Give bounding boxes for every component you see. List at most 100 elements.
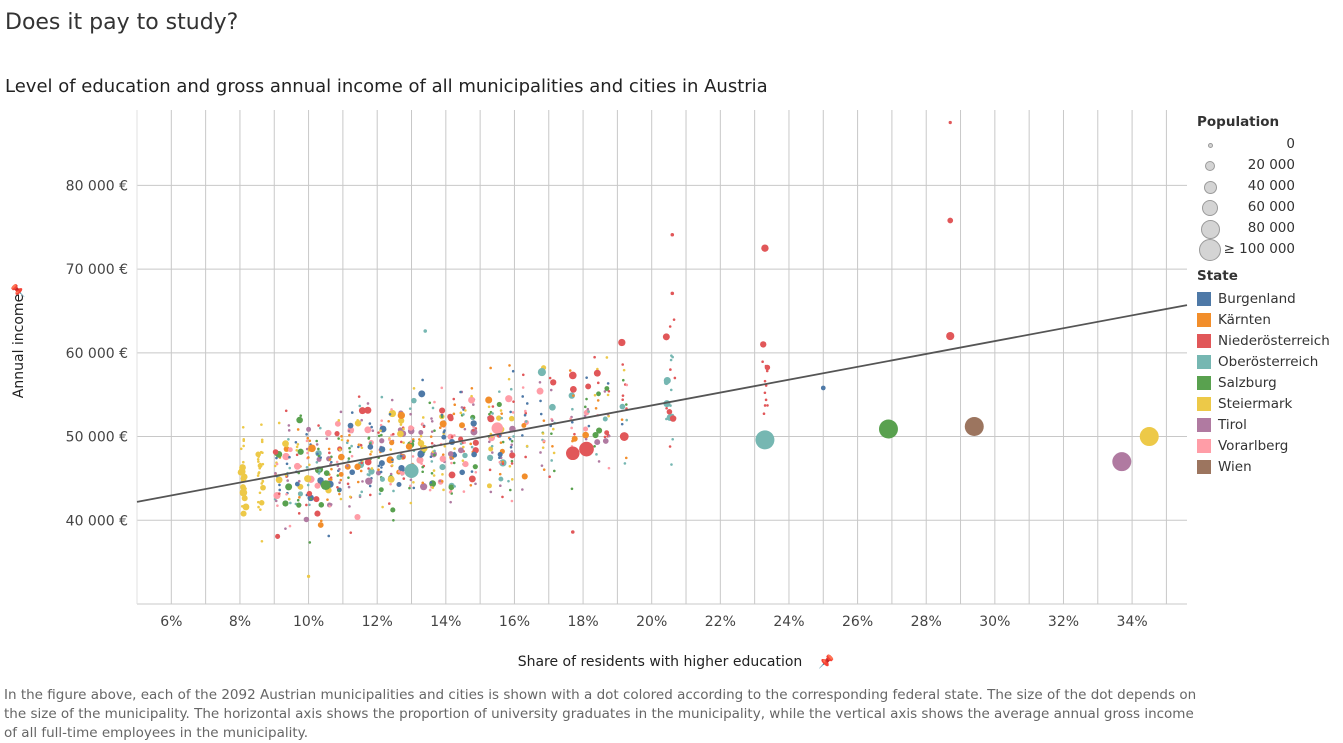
data-point[interactable] <box>602 438 609 444</box>
data-point[interactable] <box>606 382 610 385</box>
data-point[interactable] <box>260 539 264 543</box>
data-point[interactable] <box>387 419 390 423</box>
data-point[interactable] <box>340 435 343 438</box>
data-point[interactable] <box>338 453 345 461</box>
data-point[interactable] <box>387 475 395 483</box>
data-point[interactable] <box>550 432 553 435</box>
data-point[interactable] <box>240 484 246 490</box>
data-point[interactable] <box>397 470 401 473</box>
data-point[interactable] <box>294 440 298 444</box>
data-point[interactable] <box>345 441 349 445</box>
data-point[interactable] <box>593 355 596 359</box>
data-point[interactable] <box>449 500 452 504</box>
data-point[interactable] <box>289 501 292 505</box>
data-point[interactable] <box>670 232 675 237</box>
data-point[interactable] <box>337 437 340 440</box>
data-point[interactable] <box>420 462 423 465</box>
data-point[interactable] <box>487 415 495 423</box>
data-point[interactable] <box>429 435 433 438</box>
data-point[interactable] <box>760 341 767 348</box>
data-point[interactable] <box>459 422 465 429</box>
data-point[interactable] <box>487 405 491 409</box>
data-point[interactable] <box>339 410 343 414</box>
data-point[interactable] <box>523 413 527 417</box>
data-point[interactable] <box>428 488 432 492</box>
data-point[interactable] <box>439 420 447 428</box>
data-point[interactable] <box>318 502 325 508</box>
data-point[interactable] <box>594 406 598 410</box>
data-point[interactable] <box>282 500 289 507</box>
data-point[interactable] <box>347 457 351 460</box>
data-point[interactable] <box>552 451 556 455</box>
data-point[interactable] <box>354 463 361 470</box>
data-point[interactable] <box>277 421 281 425</box>
data-point[interactable] <box>334 431 340 437</box>
data-point[interactable] <box>327 534 331 538</box>
data-point[interactable] <box>585 397 588 401</box>
data-point[interactable] <box>507 479 510 483</box>
data-point[interactable] <box>402 456 406 460</box>
data-point[interactable] <box>299 414 303 417</box>
data-point[interactable] <box>549 388 553 392</box>
data-point[interactable] <box>510 459 514 463</box>
data-point[interactable] <box>296 502 302 508</box>
data-point[interactable] <box>389 448 393 451</box>
data-point[interactable] <box>597 460 601 463</box>
data-point[interactable] <box>367 467 370 470</box>
data-point[interactable] <box>448 471 456 479</box>
state-legend-item[interactable]: Niederösterreich <box>1197 330 1343 351</box>
data-point[interactable] <box>625 383 629 387</box>
data-point[interactable] <box>379 429 382 432</box>
data-point[interactable] <box>440 386 444 390</box>
data-point[interactable] <box>409 484 412 488</box>
data-point[interactable] <box>285 444 289 448</box>
data-point[interactable] <box>348 505 351 508</box>
data-point[interactable] <box>496 401 502 408</box>
data-point[interactable] <box>316 452 319 456</box>
data-point[interactable] <box>764 398 768 402</box>
data-point[interactable] <box>320 480 331 491</box>
data-point[interactable] <box>524 409 527 413</box>
data-point[interactable] <box>365 477 373 485</box>
data-point[interactable] <box>488 412 491 416</box>
data-point[interactable] <box>548 376 552 380</box>
data-point[interactable] <box>602 416 608 422</box>
data-point[interactable] <box>460 406 464 409</box>
data-point[interactable] <box>512 400 515 403</box>
data-point[interactable] <box>498 434 502 438</box>
data-point[interactable] <box>272 449 279 455</box>
data-point[interactable] <box>417 439 425 447</box>
data-point[interactable] <box>421 416 425 419</box>
data-point[interactable] <box>338 492 341 496</box>
data-point[interactable] <box>273 464 277 468</box>
data-point[interactable] <box>308 503 311 507</box>
data-point[interactable] <box>287 437 290 441</box>
data-point[interactable] <box>277 492 281 495</box>
data-point[interactable] <box>452 412 456 416</box>
data-point[interactable] <box>433 453 436 457</box>
data-point[interactable] <box>330 460 333 464</box>
data-point[interactable] <box>360 446 364 450</box>
data-point[interactable] <box>620 422 624 426</box>
data-point[interactable] <box>305 466 309 469</box>
data-point[interactable] <box>510 443 513 447</box>
data-point[interactable] <box>761 244 769 252</box>
data-point[interactable] <box>569 385 577 393</box>
data-point[interactable] <box>323 470 330 477</box>
data-point[interactable] <box>284 527 287 530</box>
data-point[interactable] <box>368 484 372 488</box>
data-point[interactable] <box>470 394 473 398</box>
data-point[interactable] <box>388 438 391 441</box>
data-point[interactable] <box>296 428 300 431</box>
data-point[interactable] <box>285 483 293 491</box>
data-point[interactable] <box>491 412 494 415</box>
data-point[interactable] <box>510 478 514 481</box>
data-point[interactable] <box>318 426 322 430</box>
data-point[interactable] <box>286 479 289 482</box>
data-point[interactable] <box>470 470 474 473</box>
data-point[interactable] <box>592 431 599 439</box>
data-point[interactable] <box>508 488 512 492</box>
data-point[interactable] <box>408 425 414 431</box>
data-point[interactable] <box>586 407 590 411</box>
data-point[interactable] <box>412 387 416 390</box>
